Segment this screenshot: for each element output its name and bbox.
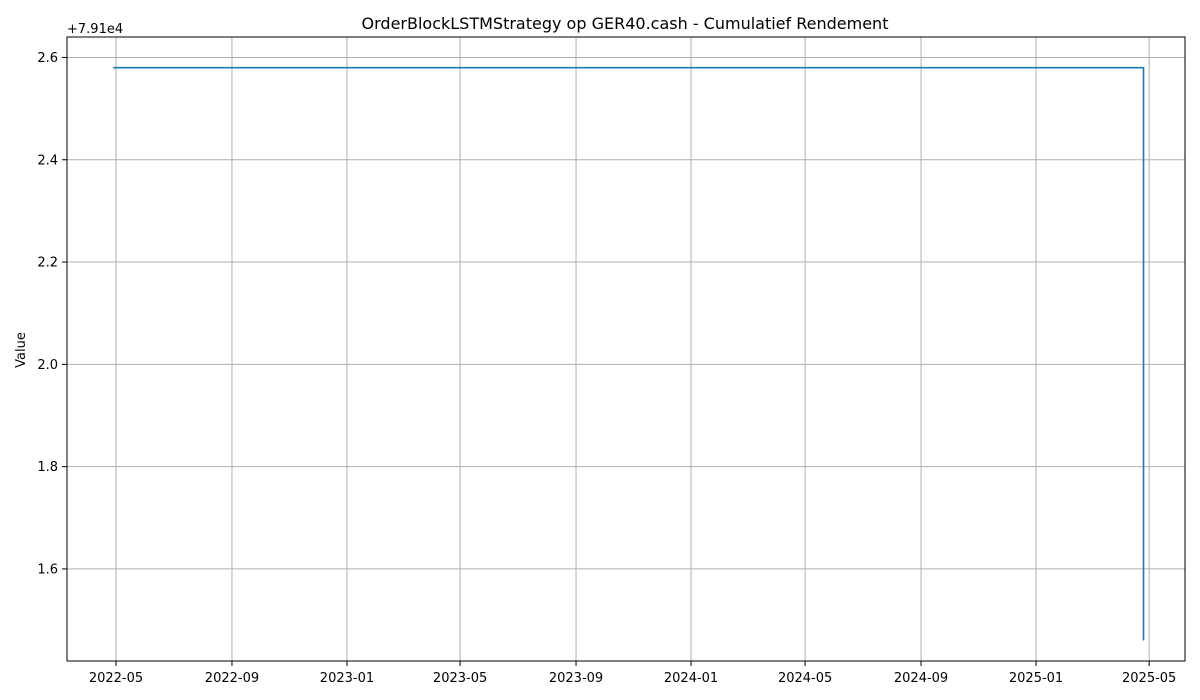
x-tick-label: 2024-05 (778, 671, 832, 686)
y-tick-label: 1.8 (37, 460, 58, 475)
y-tick-label: 2.2 (37, 256, 58, 271)
y-axis-label: Value (14, 332, 29, 368)
grid-lines (67, 37, 1185, 661)
y-tick-label: 2.4 (37, 153, 58, 168)
x-tick-label: 2025-01 (1009, 671, 1063, 686)
x-tick-label: 2022-09 (205, 671, 259, 686)
x-axis-ticks: 2022-05 2022-09 2023-01 2023-05 2023-09 2024-… (89, 661, 1176, 686)
y-tick-label: 2.0 (37, 358, 58, 373)
y-tick-label: 2.6 (37, 51, 58, 66)
x-tick-label: 2023-05 (433, 671, 487, 686)
chart-title: OrderBlockLSTMStrategy op GER40.cash - C… (362, 14, 889, 33)
x-tick-label: 2024-09 (894, 671, 948, 686)
x-tick-label: 2024-01 (664, 671, 718, 686)
y-axis-ticks: 1.6 1.8 2.0 2.2 2.4 2.6 (37, 51, 67, 577)
series-line (113, 66, 1145, 641)
x-tick-label: 2022-05 (89, 671, 143, 686)
series-group (113, 66, 1145, 641)
x-tick-label: 2023-01 (320, 671, 374, 686)
y-tick-label: 1.6 (37, 562, 58, 577)
x-tick-label: 2025-05 (1122, 671, 1176, 686)
y-offset-label: +7.91e4 (67, 22, 123, 37)
plot-frame (66, 36, 1186, 662)
x-tick-label: 2023-09 (549, 671, 603, 686)
